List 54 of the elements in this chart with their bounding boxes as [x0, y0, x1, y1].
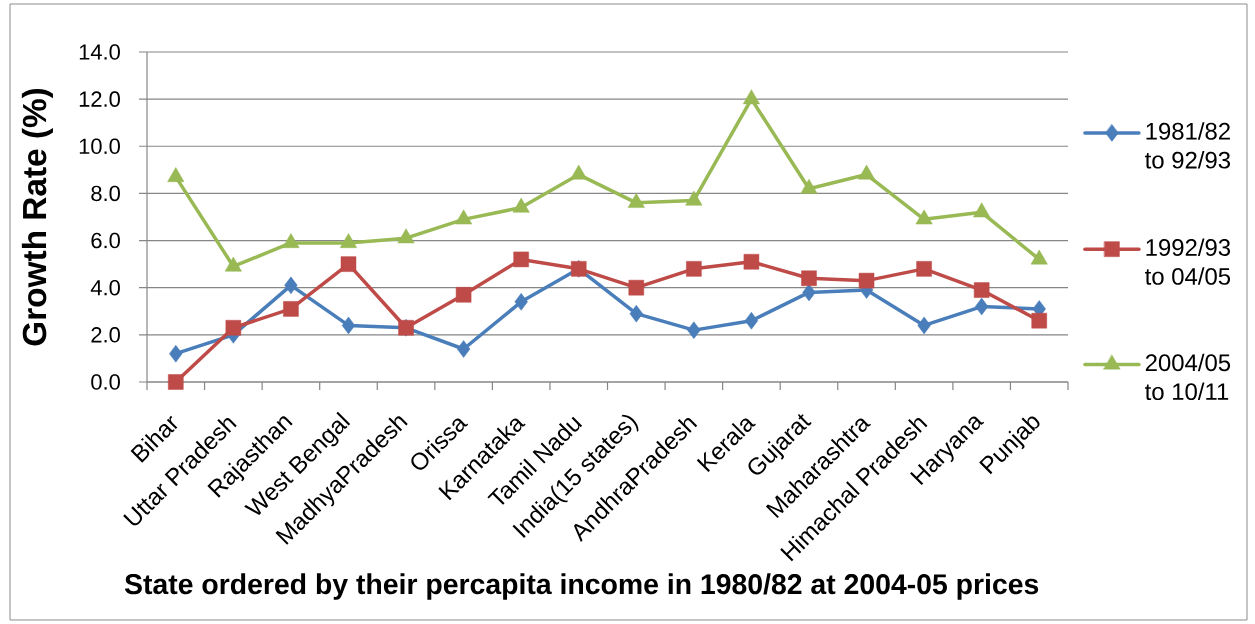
y-axis-title: Growth Rate (%)	[21, 88, 53, 346]
point	[686, 261, 702, 277]
point	[169, 344, 183, 363]
point	[973, 202, 991, 218]
point	[915, 209, 933, 225]
point	[916, 261, 932, 277]
y-tick-label: 10.0	[79, 138, 120, 155]
point	[1031, 312, 1047, 329]
point	[340, 233, 357, 248]
legend-label: 1981/82 to 92/93	[1145, 122, 1231, 169]
point	[687, 321, 701, 339]
point	[225, 320, 242, 336]
point	[455, 209, 473, 225]
y-tick-label: 6.0	[91, 232, 120, 249]
point	[858, 164, 876, 180]
point	[570, 164, 588, 180]
point	[1030, 249, 1048, 265]
point	[514, 293, 528, 311]
point	[973, 282, 990, 298]
point	[627, 193, 645, 208]
point	[340, 256, 357, 272]
point	[858, 272, 875, 289]
point	[167, 167, 185, 182]
legend-label: 2004/05 to 10/11	[1145, 353, 1231, 401]
point	[628, 279, 645, 296]
y-tick-label: 0.0	[91, 374, 120, 390]
point	[397, 228, 415, 244]
point	[975, 297, 989, 316]
x-axis-title: State ordered by their percapita income in 1980/82 at 2004-05 prices	[124, 573, 1039, 600]
point	[341, 316, 356, 335]
y-tick-label: 12.0	[79, 91, 120, 107]
point	[629, 304, 643, 323]
point	[283, 301, 299, 317]
legend-label: 1992/93 to 04/05	[1145, 238, 1231, 285]
point	[801, 270, 817, 287]
y-tick-label: 8.0	[91, 185, 120, 202]
point	[743, 254, 760, 270]
point	[802, 283, 816, 302]
point	[800, 178, 818, 194]
y-tick-label: 2.0	[91, 327, 120, 343]
point	[282, 233, 300, 248]
point	[512, 197, 530, 213]
point	[455, 287, 472, 303]
point	[284, 276, 298, 295]
point	[742, 89, 760, 105]
point	[917, 316, 931, 335]
point	[744, 311, 759, 330]
point	[456, 340, 471, 358]
y-tick-label: 4.0	[90, 279, 120, 296]
y-tick-label: 14.0	[79, 44, 120, 60]
point	[513, 251, 529, 268]
point	[168, 374, 184, 390]
point	[224, 256, 242, 272]
point	[685, 190, 703, 206]
